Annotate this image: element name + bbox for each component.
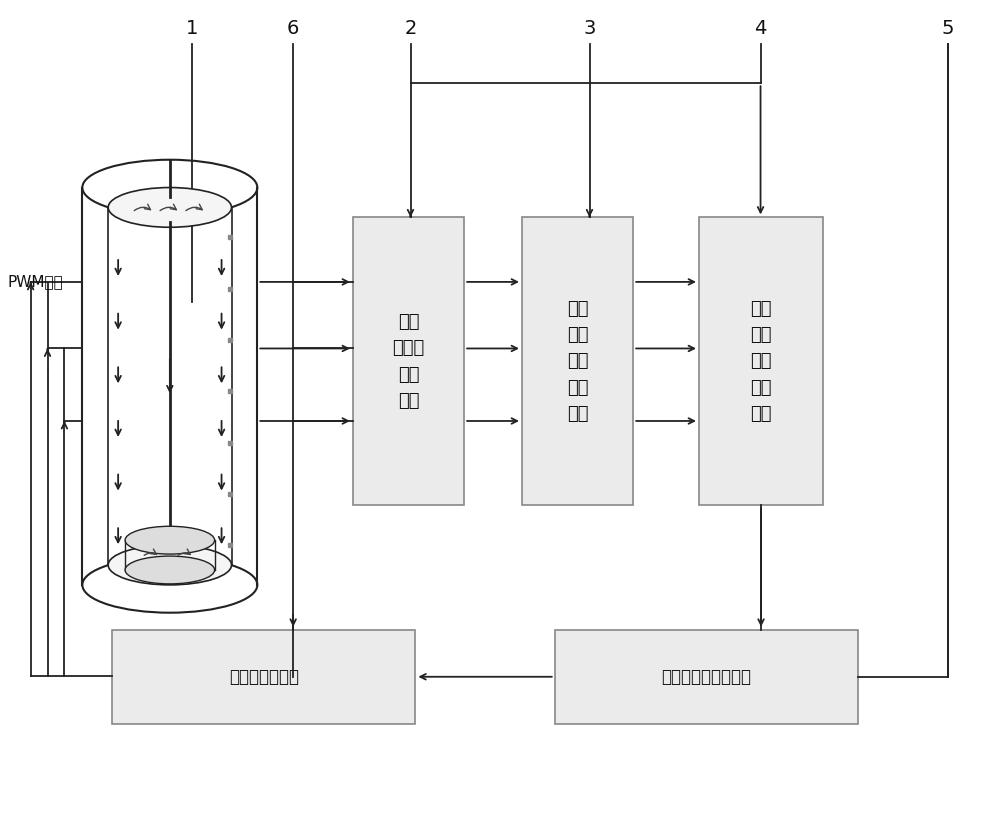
Text: 对流辐射换热量曲线: 对流辐射换热量曲线 [661,668,751,686]
Text: 1: 1 [186,19,198,38]
Text: 对流
辐射
机理
演变
模型: 对流 辐射 机理 演变 模型 [750,299,772,423]
Ellipse shape [82,557,257,613]
Text: 3: 3 [583,19,596,38]
Text: PWM电流: PWM电流 [8,274,64,289]
FancyBboxPatch shape [353,217,464,506]
Text: 4: 4 [754,19,767,38]
Ellipse shape [82,160,257,216]
Text: ·
·
·
·: · · · · [46,363,50,409]
Text: 对流
热量
辐射
热量
求解: 对流 热量 辐射 热量 求解 [567,299,588,423]
Ellipse shape [125,527,215,554]
Text: 热处理阶段划分: 热处理阶段划分 [229,668,299,686]
FancyBboxPatch shape [112,630,415,724]
Text: 构件
温度场
预测
模型: 构件 温度场 预测 模型 [392,313,425,410]
Ellipse shape [108,187,232,227]
FancyBboxPatch shape [555,630,858,724]
Text: 5: 5 [941,19,954,38]
FancyBboxPatch shape [522,217,633,506]
Text: 6: 6 [287,19,299,38]
Ellipse shape [108,545,232,585]
Text: 2: 2 [404,19,417,38]
Ellipse shape [125,556,215,584]
FancyBboxPatch shape [699,217,823,506]
